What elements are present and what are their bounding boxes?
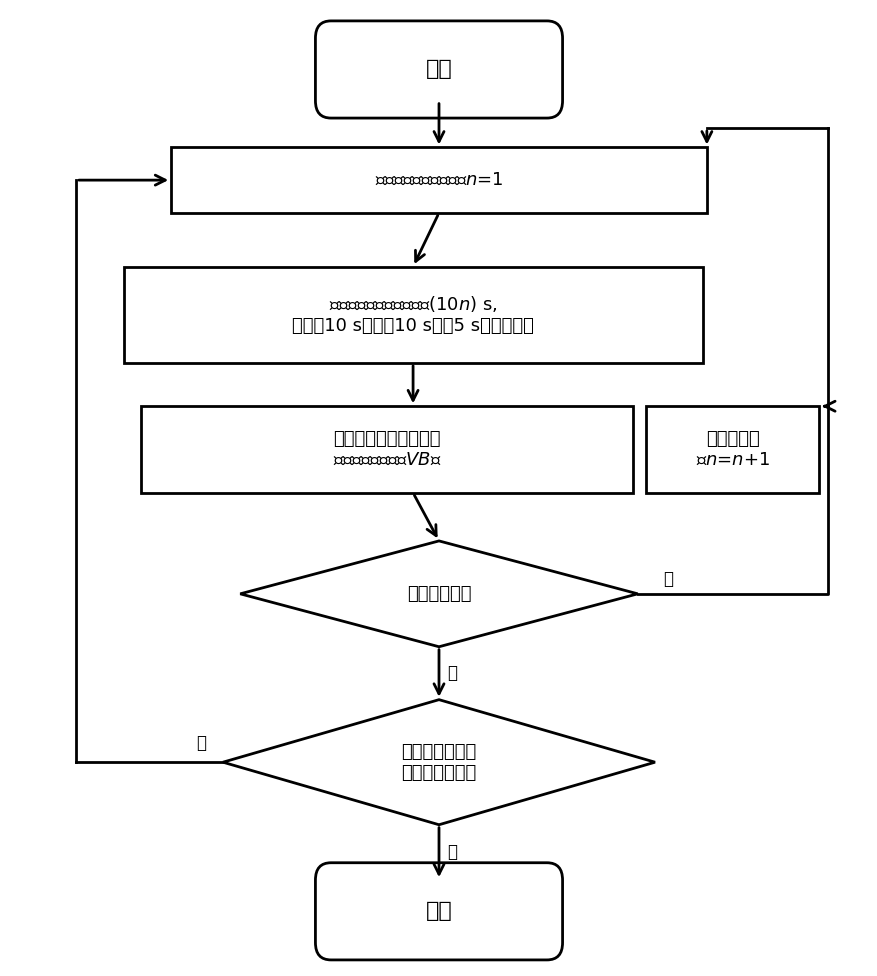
Text: 否: 否 — [663, 570, 673, 589]
Bar — [171, 147, 706, 213]
Text: 否: 否 — [196, 734, 205, 752]
Text: 所有切削条件是
否都已进行试验: 所有切削条件是 否都已进行试验 — [401, 743, 476, 782]
Text: 更换新刀片
令$n$=$n$+1: 更换新刀片 令$n$=$n$+1 — [695, 430, 769, 468]
Text: 安装刀片进行切削，切削(10$n$) s,
每采集10 s记录歄10 s内后5 s的切削数据: 安装刀片进行切削，切削(10$n$) s, 每采集10 s记录歄10 s内后5 … — [292, 295, 533, 335]
Bar — [645, 406, 818, 493]
Bar — [124, 266, 702, 363]
Polygon shape — [223, 700, 654, 825]
Text: 开始: 开始 — [425, 60, 452, 79]
Polygon shape — [240, 541, 637, 647]
Text: 选取一组切削条件，令$n$=1: 选取一组切削条件，令$n$=1 — [374, 171, 503, 189]
FancyBboxPatch shape — [315, 863, 562, 960]
Text: 取下刀片并在显微镜下
观察磨损量并记录$VB$値: 取下刀片并在显微镜下 观察磨损量并记录$VB$値 — [332, 430, 441, 468]
Text: 刀片是否磨损: 刀片是否磨损 — [406, 585, 471, 603]
FancyBboxPatch shape — [315, 20, 562, 118]
Text: 是: 是 — [447, 665, 457, 682]
Text: 结束: 结束 — [425, 901, 452, 921]
Text: 是: 是 — [447, 843, 457, 862]
Bar — [140, 406, 632, 493]
